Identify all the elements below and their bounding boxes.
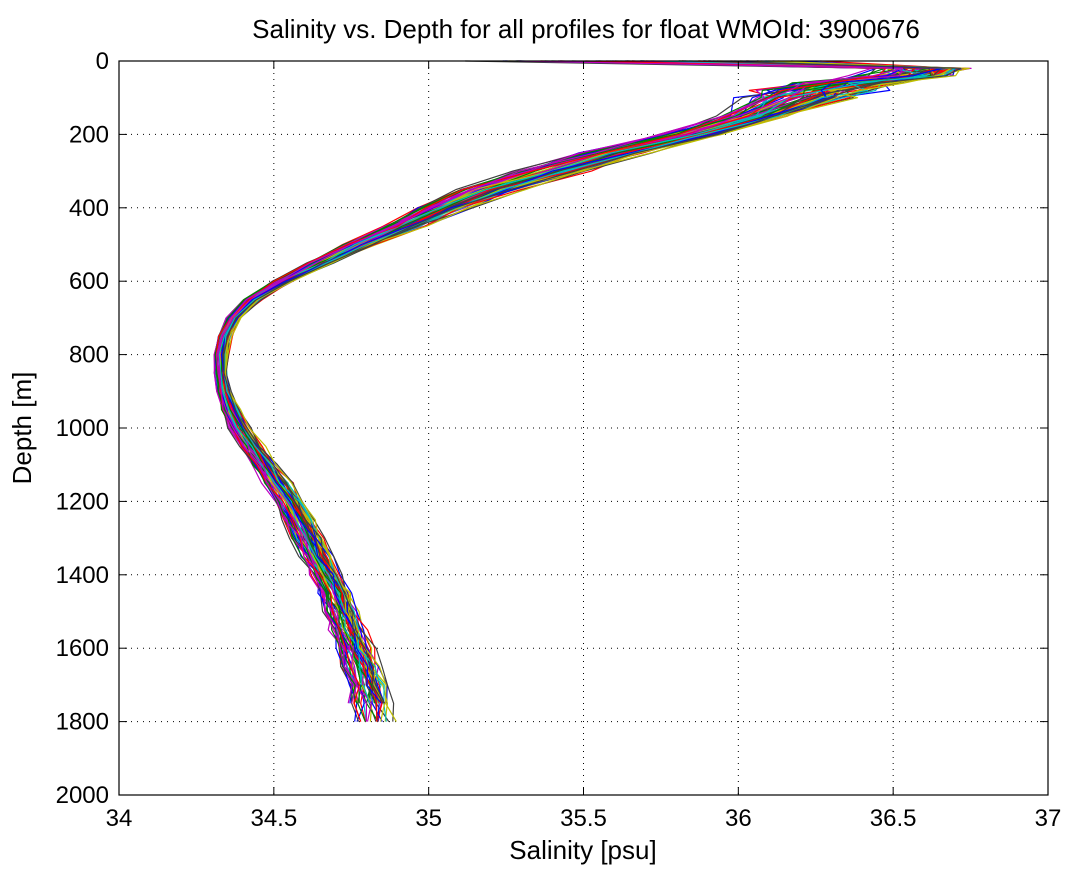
x-tick-label: 37 (1035, 805, 1062, 832)
y-tick-label: 1200 (56, 488, 109, 515)
y-tick-label: 200 (69, 121, 109, 148)
y-tick-label: 1600 (56, 635, 109, 662)
x-tick-label: 36.5 (870, 805, 917, 832)
profile-line (214, 60, 886, 704)
profile-line (220, 60, 943, 704)
chart-title: Salinity vs. Depth for all profiles for … (252, 14, 920, 44)
profile-line (224, 60, 952, 722)
profile-line (218, 60, 927, 685)
profile-line (217, 60, 904, 722)
profile-line (216, 60, 904, 704)
x-tick-label: 35 (415, 805, 442, 832)
profile-line (213, 60, 878, 704)
profile-line (215, 60, 877, 722)
profile-line (215, 60, 906, 704)
y-tick-label: 1800 (56, 709, 109, 736)
profile-line (216, 60, 908, 704)
y-tick-label: 400 (69, 195, 109, 222)
x-tick-label: 35.5 (560, 805, 607, 832)
axis-ticks: 34 34.5 35 35.5 36 36.5 37 0 200 400 600 800 1000 120… (56, 48, 1062, 832)
profile-line (215, 60, 887, 722)
profile-line (213, 60, 894, 704)
x-tick-label: 34.5 (250, 805, 297, 832)
y-tick-label: 1000 (56, 415, 109, 442)
grid-lines (119, 61, 1048, 795)
y-tick-label: 2000 (56, 782, 109, 809)
profile-line (218, 60, 895, 704)
profile-line (213, 60, 873, 704)
y-tick-label: 800 (69, 342, 109, 369)
y-tick-label: 600 (69, 268, 109, 295)
x-tick-label: 34 (106, 805, 133, 832)
profile-lines (213, 60, 972, 722)
profile-line (214, 60, 896, 686)
profile-line (223, 60, 962, 704)
x-axis-label: Salinity [psu] (509, 835, 656, 865)
y-tick-label: 1400 (56, 562, 109, 589)
y-tick-label: 0 (96, 48, 109, 75)
x-tick-label: 36 (725, 805, 752, 832)
y-axis-label: Depth [m] (7, 372, 37, 485)
